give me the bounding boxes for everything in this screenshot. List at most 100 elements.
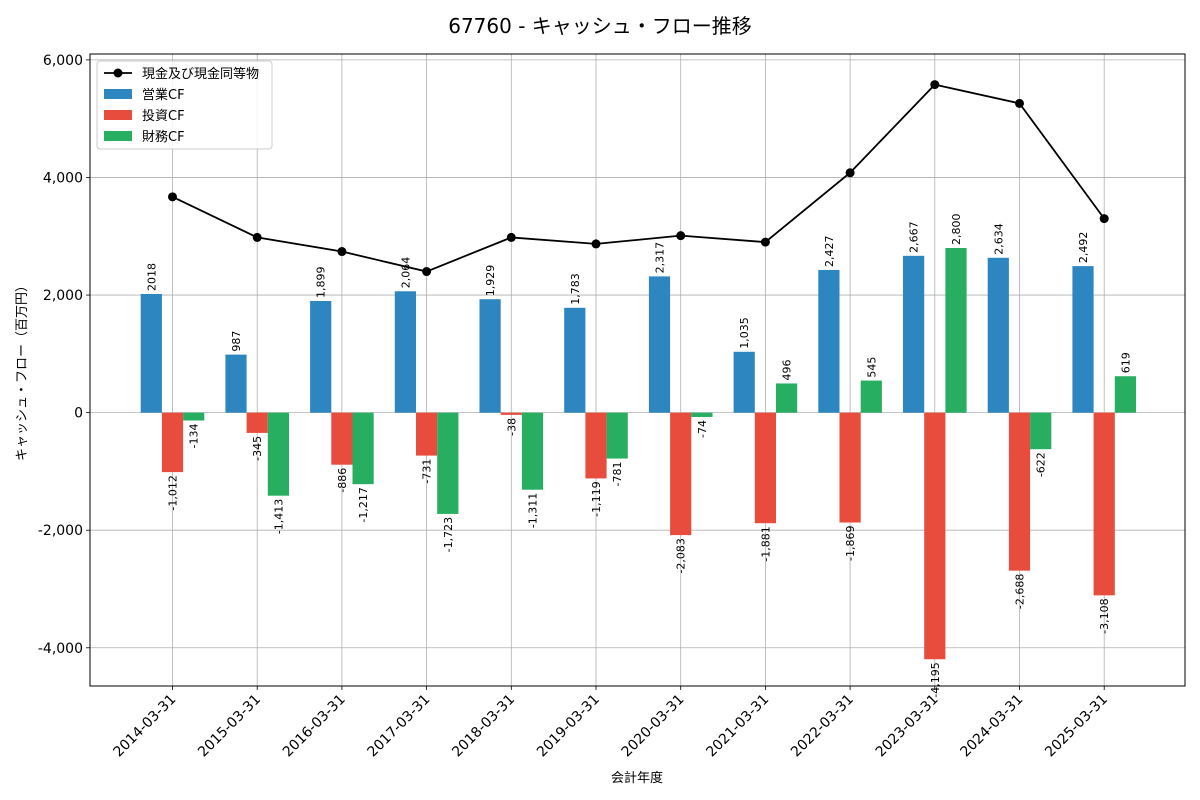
line-point-2024-03-31 xyxy=(1015,98,1024,108)
bar-value-label: -38 xyxy=(505,418,518,436)
data-labels: 2018 987 1,899 2,064 1,929 1,783 2,317 1,035 2,4… xyxy=(145,214,1132,698)
bar-value-label: -1,869 xyxy=(844,526,857,561)
bar-財務CF-2014-03-31 xyxy=(183,412,205,421)
bar-value-label: -74 xyxy=(696,420,709,438)
bar-value-label: 1,783 xyxy=(569,273,582,305)
bar-営業CF-2021-03-31 xyxy=(733,351,755,413)
line-point-2017-03-31 xyxy=(422,267,432,277)
bar-value-label: 2,492 xyxy=(1077,232,1090,264)
line-point-2025-03-31 xyxy=(1099,214,1109,224)
bar-投資CF-2015-03-31 xyxy=(246,412,268,433)
bar-投資CF-2019-03-31 xyxy=(585,412,607,479)
y-tick-label: 6,000 xyxy=(43,53,83,69)
x-tick-label: 2021-03-31 xyxy=(703,692,772,761)
bar-value-label: 2,667 xyxy=(908,221,921,253)
y-tick-label: -2,000 xyxy=(38,523,83,539)
bar-value-label: -1,413 xyxy=(272,499,285,534)
bar-value-label: 2,427 xyxy=(823,235,836,267)
x-tick-label: 2016-03-31 xyxy=(280,692,349,761)
bar-営業CF-2018-03-31 xyxy=(479,299,501,413)
bars xyxy=(140,248,1136,660)
chart-title: 67760 - キャッシュ・フロー推移 xyxy=(448,14,752,38)
x-axis: 2014-03-31 2015-03-31 2016-03-31 2017-03-31… xyxy=(110,686,1111,760)
bar-value-label: -1,217 xyxy=(357,487,370,522)
y-axis-label: キャッシュ・フロー（百万円） xyxy=(15,279,30,461)
bar-value-label: -1,311 xyxy=(527,493,540,528)
line-現金及び現金同等物 xyxy=(172,83,1105,273)
bar-value-label: 545 xyxy=(865,357,878,378)
bar-value-label: -622 xyxy=(1035,452,1048,477)
cash-line-series xyxy=(168,80,1109,277)
bar-投資CF-2024-03-31 xyxy=(1008,412,1031,571)
x-tick-label: 2022-03-31 xyxy=(788,692,857,761)
legend-box xyxy=(96,60,273,150)
line-point-2020-03-31 xyxy=(676,231,686,241)
bar-value-label: 987 xyxy=(230,331,243,352)
bar-財務CF-2021-03-31 xyxy=(776,383,798,413)
bar-営業CF-2017-03-31 xyxy=(394,291,416,413)
legend-bar-swatch xyxy=(104,110,132,120)
x-tick-label: 2020-03-31 xyxy=(619,692,688,761)
bar-value-label: 1,035 xyxy=(738,317,751,349)
x-tick-label: 2019-03-31 xyxy=(534,692,603,761)
line-point-2016-03-31 xyxy=(337,247,347,257)
bar-営業CF-2014-03-31 xyxy=(140,293,162,413)
y-tick-label: 2,000 xyxy=(43,288,83,304)
bar-財務CF-2016-03-31 xyxy=(352,412,374,485)
bar-営業CF-2024-03-31 xyxy=(987,257,1009,413)
gridlines xyxy=(90,54,1185,686)
bar-財務CF-2015-03-31 xyxy=(267,412,289,496)
bar-value-label: -781 xyxy=(611,462,624,487)
plot-frame xyxy=(89,53,1186,687)
bar-value-label: -1,881 xyxy=(759,526,772,561)
x-axis-label: 会計年度 xyxy=(611,770,663,786)
bar-投資CF-2023-03-31 xyxy=(924,412,946,660)
bar-財務CF-2023-03-31 xyxy=(945,248,967,413)
bar-value-label: -2,688 xyxy=(1014,574,1027,609)
bar-value-label: 2,064 xyxy=(399,257,412,289)
x-tick-label: 2015-03-31 xyxy=(195,692,264,761)
bar-value-label: 2,317 xyxy=(654,242,667,274)
bar-財務CF-2018-03-31 xyxy=(521,412,544,490)
bar-value-label: -1,119 xyxy=(590,481,603,516)
line-point-2015-03-31 xyxy=(252,232,262,242)
bar-value-label: 2,800 xyxy=(950,214,963,246)
bar-value-label: 496 xyxy=(781,359,794,380)
bar-value-label: -134 xyxy=(188,424,201,449)
y-axis: -4,000 -2,000 0 2,000 4,000 6,000 xyxy=(38,53,90,657)
legend-label: 投資CF xyxy=(142,108,185,124)
bar-投資CF-2016-03-31 xyxy=(331,412,353,465)
legend-label: 財務CF xyxy=(142,130,185,145)
bar-財務CF-2020-03-31 xyxy=(691,412,713,417)
bar-投資CF-2014-03-31 xyxy=(161,412,184,473)
bar-営業CF-2025-03-31 xyxy=(1072,266,1094,413)
legend-bar-swatch xyxy=(104,131,132,141)
bar-value-label: -1,012 xyxy=(167,475,180,510)
bar-営業CF-2022-03-31 xyxy=(818,269,840,413)
bar-value-label: 1,899 xyxy=(315,266,328,298)
bar-value-label: -1,723 xyxy=(442,517,455,552)
bar-value-label: -731 xyxy=(421,459,434,484)
y-tick-label: 4,000 xyxy=(43,170,83,186)
line-point-2021-03-31 xyxy=(760,237,770,247)
bar-value-label: -345 xyxy=(251,436,264,461)
bar-value-label: -2,083 xyxy=(675,538,688,573)
line-point-2023-03-31 xyxy=(930,80,940,90)
y-tick-label: 0 xyxy=(74,406,83,422)
x-tick-label: 2025-03-31 xyxy=(1042,692,1111,761)
bar-営業CF-2023-03-31 xyxy=(903,255,925,413)
bar-財務CF-2017-03-31 xyxy=(437,412,459,514)
bar-value-label: -4,195 xyxy=(929,662,942,697)
bar-財務CF-2019-03-31 xyxy=(606,412,628,459)
bar-投資CF-2025-03-31 xyxy=(1093,412,1115,596)
bar-財務CF-2022-03-31 xyxy=(860,380,882,413)
bar-投資CF-2018-03-31 xyxy=(500,412,522,415)
bar-投資CF-2021-03-31 xyxy=(754,412,776,524)
legend-label: 現金及び現金同等物 xyxy=(142,66,259,82)
legend-marker xyxy=(113,68,123,78)
bar-value-label: 619 xyxy=(1119,352,1132,373)
line-point-2018-03-31 xyxy=(506,232,516,242)
line-point-2019-03-31 xyxy=(591,239,601,249)
